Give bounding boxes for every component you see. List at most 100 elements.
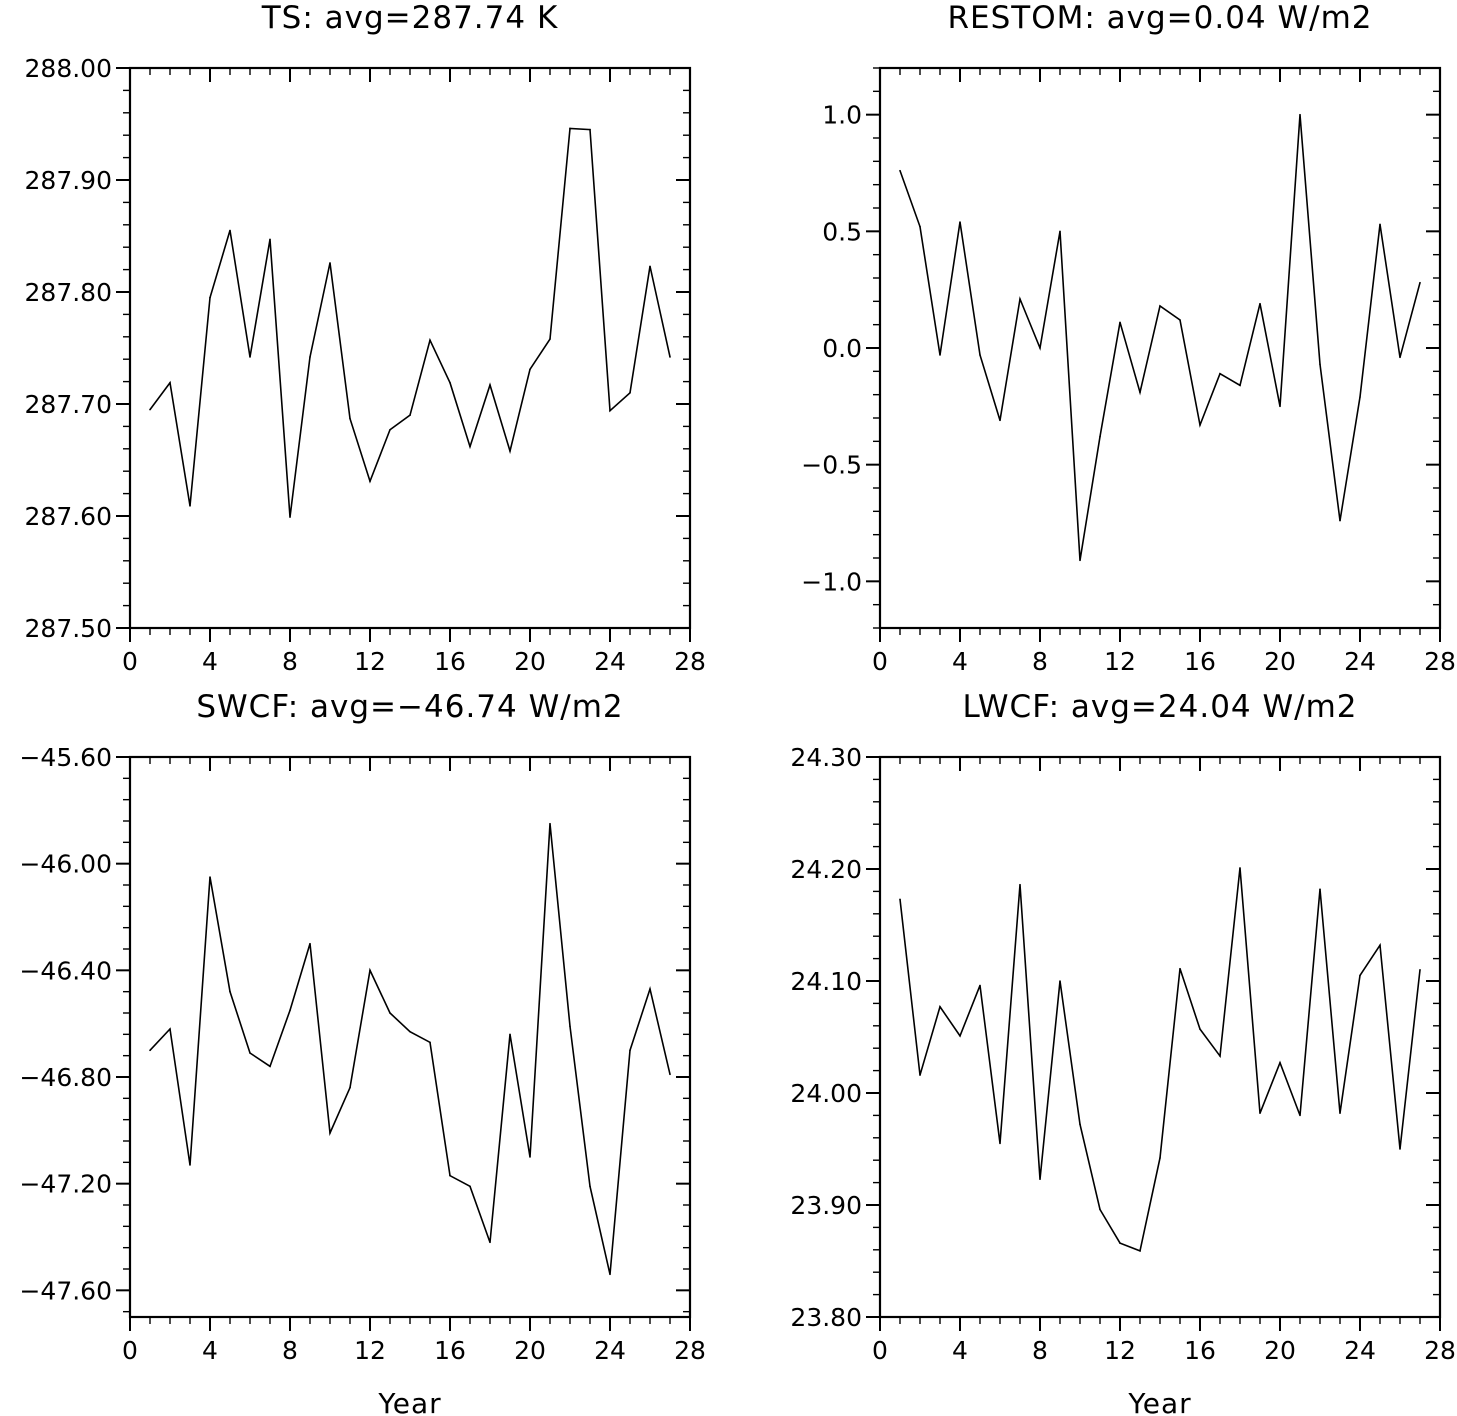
x-tick-label: 4: [952, 1336, 968, 1365]
data-point: [899, 898, 901, 901]
y-tick-label: 24.10: [790, 967, 862, 996]
data-point: [1179, 319, 1181, 321]
x-axis-label: Year: [1127, 1387, 1191, 1416]
data-point: [389, 428, 391, 431]
data-point: [1259, 1112, 1261, 1114]
data-point: [1099, 435, 1101, 438]
data-point: [169, 381, 171, 384]
data-point: [1079, 559, 1081, 562]
data-point: [999, 419, 1001, 422]
data-point: [959, 1035, 961, 1037]
y-tick-label: −1.0: [801, 567, 862, 596]
data-point: [1279, 405, 1281, 408]
x-tick-label: 12: [354, 647, 386, 676]
y-tick-label: 1.0: [822, 101, 862, 130]
x-tick-label: 16: [434, 647, 466, 676]
plot-frame: [878, 66, 1442, 630]
data-point: [1079, 1123, 1081, 1126]
data-point: [369, 480, 371, 483]
data-point: [1139, 1250, 1141, 1252]
data-point: [269, 238, 271, 241]
data-point: [1139, 391, 1141, 394]
data-point: [669, 1073, 671, 1076]
data-point: [649, 988, 651, 990]
data-point: [939, 1005, 941, 1008]
data-point: [1159, 305, 1161, 307]
data-point: [529, 1156, 531, 1158]
data-point: [589, 128, 591, 131]
x-tick-label: 12: [1104, 1336, 1136, 1365]
y-tick-label: 23.90: [790, 1191, 862, 1220]
y-tick-label: 287.50: [25, 614, 112, 643]
data-point: [1359, 396, 1361, 398]
data-point: [1279, 1061, 1281, 1064]
data-point: [1219, 1055, 1221, 1057]
data-point: [919, 1074, 921, 1076]
panel-2: RESTOM: avg=0.04 W/m2 0 4 8 12 16 20 24 28 −1.0 −0…: [801, 0, 1456, 676]
data-point: [1339, 1112, 1341, 1114]
data-point: [1419, 281, 1421, 284]
x-tick-label: 16: [1184, 1336, 1216, 1365]
x-tick-label: 8: [282, 647, 298, 676]
x-tick-label: 20: [514, 1336, 546, 1365]
data-point: [149, 1049, 151, 1052]
y-tick-label: 24.00: [790, 1079, 862, 1108]
chart-title: LWCF: avg=24.04 W/m2: [962, 689, 1357, 725]
data-point: [289, 516, 291, 518]
chart-title: SWCF: avg=−46.74 W/m2: [196, 689, 623, 725]
x-tick-label: 16: [434, 1336, 466, 1365]
data-point: [329, 1132, 331, 1134]
x-tick-label: 24: [1344, 647, 1376, 676]
x-tick-label: 24: [1344, 1336, 1376, 1365]
data-point: [1159, 1157, 1161, 1159]
data-point: [209, 296, 211, 299]
data-point: [329, 262, 331, 264]
panel-1: TS: avg=287.74 K 0 4 8 12 16 20 24 28 287.50 287.6…: [25, 0, 706, 676]
data-point: [289, 1009, 291, 1012]
data-point: [1019, 298, 1021, 300]
data-point: [979, 354, 981, 356]
x-tick-label: 0: [872, 1336, 888, 1365]
chart-title: TS: avg=287.74 K: [261, 0, 559, 36]
data-point: [1339, 519, 1341, 522]
x-tick-label: 28: [1424, 647, 1456, 676]
plot-frame: [128, 755, 692, 1319]
data-point: [389, 1012, 391, 1014]
data-point: [269, 1065, 271, 1068]
data-point: [189, 505, 191, 507]
data-point: [469, 445, 471, 448]
plot-frame: [878, 755, 1442, 1319]
data-point: [1099, 1208, 1101, 1211]
data-point: [1319, 363, 1321, 366]
data-point: [429, 339, 431, 341]
series-line: [149, 127, 671, 518]
x-tick-label: 0: [872, 647, 888, 676]
data-point: [569, 127, 571, 130]
x-tick-label: 4: [202, 1336, 218, 1365]
data-point: [149, 408, 151, 411]
x-tick-label: 12: [354, 1336, 386, 1365]
series-line: [149, 823, 671, 1275]
y-tick-label: 0.0: [822, 334, 862, 363]
data-point: [1019, 883, 1021, 886]
data-point: [1059, 230, 1061, 233]
data-point: [309, 356, 311, 358]
y-tick-label: 287.60: [25, 502, 112, 531]
y-tick-label: −47.60: [19, 1276, 112, 1305]
y-tick-label: −0.5: [801, 451, 862, 480]
data-point: [349, 417, 351, 420]
data-point: [449, 381, 451, 384]
data-point: [1319, 888, 1321, 890]
data-point: [1379, 944, 1381, 946]
data-point: [229, 229, 231, 232]
data-point: [1239, 867, 1241, 869]
panel-4: LWCF: avg=24.04 W/m2 0 4 8 12 16 20 24 28 23.80 23…: [790, 689, 1455, 1416]
data-point: [309, 942, 311, 945]
data-point: [669, 356, 671, 358]
x-tick-label: 16: [1184, 647, 1216, 676]
data-point: [919, 225, 921, 228]
y-tick-label: −46.80: [19, 1063, 112, 1092]
y-tick-label: 287.80: [25, 278, 112, 307]
y-tick-label: 24.20: [790, 855, 862, 884]
